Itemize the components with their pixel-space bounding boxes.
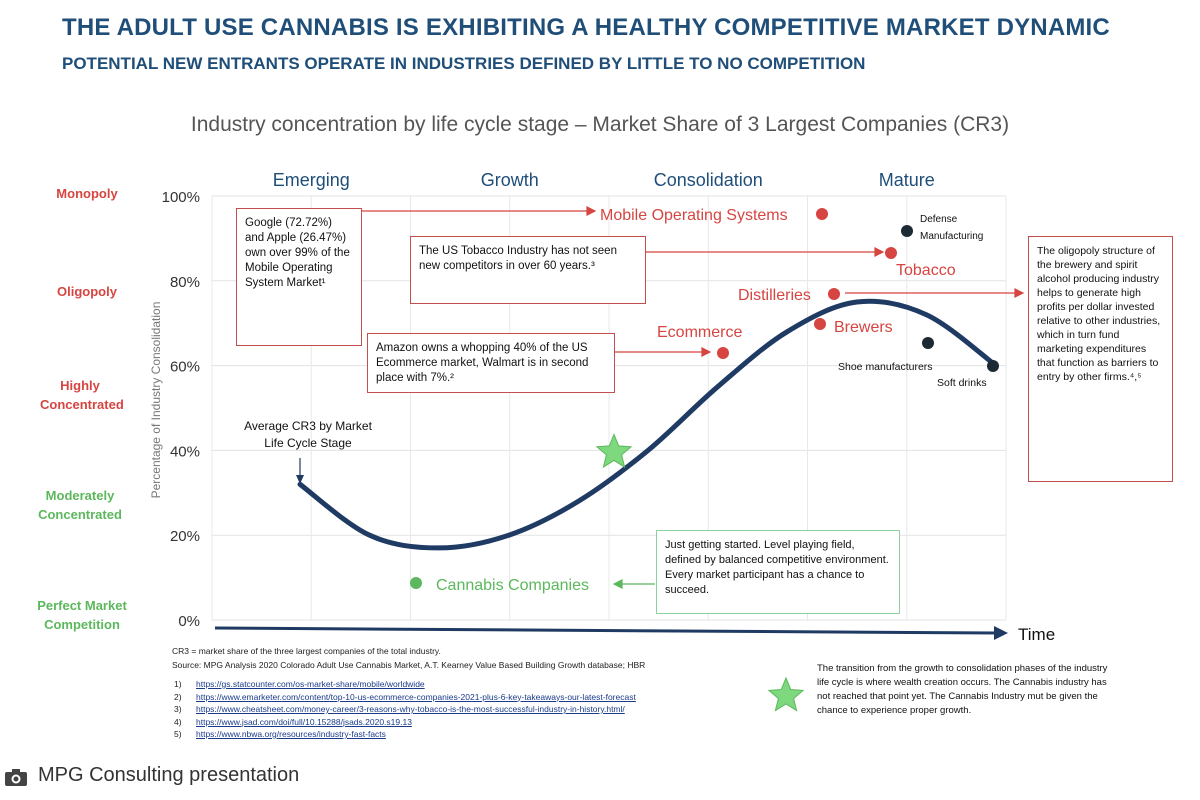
label-defense-manufacturing: Defense Manufacturing: [920, 214, 983, 242]
point-distilleries: [828, 288, 840, 300]
label-defense-line1: Defense: [920, 214, 958, 225]
footnote-num: 3): [174, 704, 182, 714]
point-defense-manufacturing: [901, 225, 913, 237]
footnote-num: 5): [174, 729, 182, 739]
point-shoe-manufacturers: [922, 337, 934, 349]
caption: MPG Consulting presentation: [38, 764, 300, 786]
point-ecommerce: [717, 347, 729, 359]
note-amazon: Amazon owns a whopping 40% of the US Eco…: [367, 333, 615, 393]
y-tick-label: 80%: [170, 274, 200, 291]
arrow-head-ecommerce: [701, 347, 712, 357]
label-cannabis-companies: Cannabis Companies: [436, 577, 589, 594]
stage-label: Mature: [879, 170, 935, 190]
camera-icon: [5, 769, 27, 786]
stage-label: Growth: [481, 170, 539, 190]
y-tick-label: 0%: [178, 613, 200, 630]
note-transition: The transition from the growth to consol…: [817, 663, 1108, 716]
stage-label: Consolidation: [654, 170, 763, 190]
point-mobile-operating-systems: [816, 208, 828, 220]
arrow-head-distilleries: [1014, 288, 1025, 298]
footnote-source: Source: MPG Analysis 2020 Colorado Adult…: [172, 660, 646, 670]
slide-title: THE ADULT USE CANNABIS IS EXHIBITING A H…: [62, 14, 1110, 41]
arrow-head-mobile: [586, 206, 597, 216]
y-tick-label: 20%: [170, 528, 200, 545]
arrow-head-avg: [296, 475, 304, 484]
transition-star-icon: [595, 433, 633, 469]
y-axis-label: Percentage of Industry Consolidation: [149, 302, 163, 499]
label-soft-drinks: Soft drinks: [937, 377, 987, 389]
label-defense-line2: Manufacturing: [920, 231, 983, 242]
level-highly-concentrated: Highly Concentrated: [40, 378, 124, 412]
label-tobacco: Tobacco: [896, 262, 956, 279]
point-brewers: [814, 318, 826, 330]
level-monopoly: Monopoly: [56, 186, 118, 201]
y-tick-label: 40%: [170, 443, 200, 460]
note-oligopoly: The oligopoly structure of the brewery a…: [1028, 236, 1173, 482]
footnote-link[interactable]: https://gs.statcounter.com/os-market-sha…: [196, 679, 425, 689]
level-perfect-competition: Perfect Market Competition: [37, 598, 127, 632]
footnote-ref: 5) https://www.nbwa.org/resources/industr…: [174, 724, 636, 739]
level-oligopoly: Oligopoly: [57, 284, 117, 299]
footnote-num: 1): [174, 679, 182, 689]
arrow-head-tobacco: [874, 247, 885, 257]
footnote-refs: 1) https://gs.statcounter.com/os-market-s…: [174, 674, 636, 739]
footnote-num: 4): [174, 716, 182, 727]
arrow-head-cannabis: [612, 579, 623, 589]
stage-label: Emerging: [273, 170, 350, 190]
point-tobacco: [885, 247, 897, 259]
x-axis-label: Time: [1018, 625, 1055, 644]
footnote-link[interactable]: https://www.cheatsheet.com/money-career/…: [196, 704, 625, 714]
footnote-cr3: CR3 = market share of the three largest …: [172, 646, 441, 656]
label-average-cr3: Average CR3 by Market Life Cycle Stage: [244, 419, 373, 450]
note-getting-started: Just getting started. Level playing fiel…: [656, 530, 900, 614]
y-tick-label: 60%: [170, 359, 200, 376]
label-ecommerce: Ecommerce: [657, 324, 742, 341]
label-mobile-operating-systems: Mobile Operating Systems: [600, 207, 788, 224]
label-shoe-manufacturers: Shoe manufacturers: [838, 361, 933, 373]
cr3-curve: [297, 298, 999, 551]
footnote-link[interactable]: https://www.nbwa.org/resources/industry-…: [196, 729, 386, 739]
label-average-line2: Life Cycle Stage: [264, 436, 352, 450]
x-axis-line: [214, 626, 997, 635]
level-moderately-concentrated: Moderately Concentrated: [38, 488, 122, 522]
legend-star-icon: [767, 676, 805, 712]
label-average-line1: Average CR3 by Market: [244, 419, 373, 433]
footnote-ref: 4) https://www.jsad.com/doi/full/10.15288…: [174, 712, 636, 727]
note-apple-google: Google (72.72%) and Apple (26.47%) own o…: [236, 208, 362, 346]
label-distilleries: Distilleries: [738, 287, 811, 304]
y-tick-label: 100%: [162, 189, 200, 206]
footnote-num: 2): [174, 691, 182, 702]
footnote-ref: 3) https://www.cheatsheet.com/money-caree…: [174, 699, 636, 714]
note-tobacco: The US Tobacco Industry has not seen new…: [410, 236, 646, 304]
chart-title: Industry concentration by life cycle sta…: [190, 113, 1010, 136]
slide-subtitle: POTENTIAL NEW ENTRANTS OPERATE IN INDUST…: [62, 54, 866, 73]
footnote-link[interactable]: https://www.jsad.com/doi/full/10.15288/j…: [196, 716, 412, 727]
footnote-ref: 1) https://gs.statcounter.com/os-market-s…: [174, 674, 636, 689]
label-brewers: Brewers: [834, 319, 893, 336]
point-cannabis-companies: [410, 577, 422, 589]
x-axis-arrowhead: [994, 626, 1008, 640]
footnote-ref: 2) https://www.emarketer.com/content/top-…: [174, 687, 636, 702]
footnote-link[interactable]: https://www.emarketer.com/content/top-10…: [196, 691, 636, 702]
point-soft-drinks: [987, 360, 999, 372]
